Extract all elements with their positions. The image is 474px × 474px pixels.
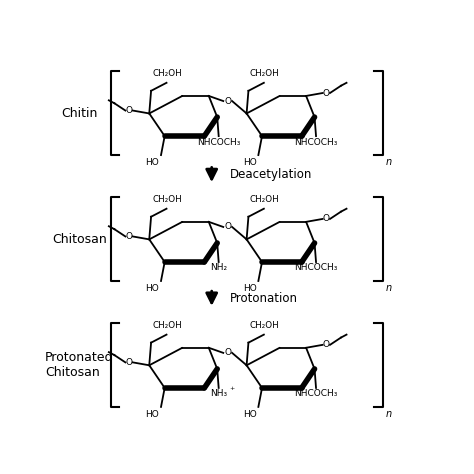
Text: CH₂OH: CH₂OH	[152, 195, 182, 204]
Text: HO: HO	[146, 284, 159, 293]
Text: n: n	[385, 157, 392, 167]
Text: HO: HO	[243, 410, 256, 419]
Text: NHCOCH₃: NHCOCH₃	[294, 264, 337, 273]
Text: CH₂OH: CH₂OH	[152, 69, 182, 78]
Text: O: O	[323, 89, 330, 98]
Text: n: n	[385, 409, 392, 419]
Text: NHCOCH₃: NHCOCH₃	[294, 137, 337, 146]
Text: Deacetylation: Deacetylation	[230, 168, 312, 181]
Text: O: O	[224, 97, 231, 106]
Text: +: +	[229, 386, 234, 392]
Text: Chitosan: Chitosan	[52, 233, 107, 246]
Text: CH₂OH: CH₂OH	[250, 321, 280, 330]
Text: CH₂OH: CH₂OH	[250, 69, 280, 78]
Text: Protonation: Protonation	[230, 292, 298, 305]
Text: n: n	[385, 283, 392, 293]
Text: Chitin: Chitin	[61, 107, 98, 120]
Text: HO: HO	[146, 158, 159, 167]
Text: O: O	[126, 232, 133, 241]
Text: NH₂: NH₂	[210, 264, 227, 273]
Text: NHCOCH₃: NHCOCH₃	[197, 137, 240, 146]
Text: HO: HO	[243, 284, 256, 293]
Text: O: O	[126, 358, 133, 367]
Text: Protonated
Chitosan: Protonated Chitosan	[45, 351, 114, 379]
Text: HO: HO	[146, 410, 159, 419]
Text: HO: HO	[243, 158, 256, 167]
Text: O: O	[323, 340, 330, 349]
Text: O: O	[126, 106, 133, 115]
Text: O: O	[323, 214, 330, 223]
Text: NH₃: NH₃	[210, 389, 227, 398]
Text: O: O	[224, 222, 231, 231]
Text: CH₂OH: CH₂OH	[152, 321, 182, 330]
Text: O: O	[224, 348, 231, 357]
Text: CH₂OH: CH₂OH	[250, 195, 280, 204]
Text: NHCOCH₃: NHCOCH₃	[294, 389, 337, 398]
